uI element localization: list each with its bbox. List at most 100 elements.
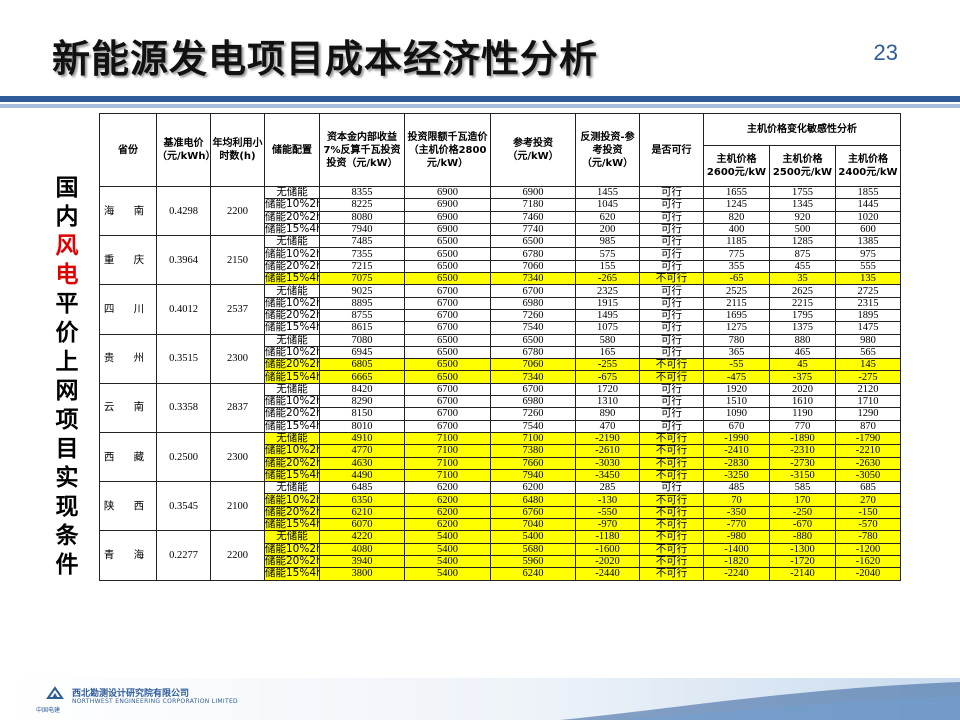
value-cell: 820 (703, 210, 770, 224)
feasible-cell: 不可行 (639, 542, 704, 556)
value-cell: 6900 (404, 210, 491, 224)
storage-cell: 储能15%4h (264, 419, 320, 433)
feasible-cell: 可行 (639, 296, 704, 310)
value-cell: -375 (769, 370, 836, 384)
analysis-table: 省份 基准电价（元/kWh） 年均利用小时数(h) 储能配置 资本金内部收益7%… (99, 113, 901, 581)
value-cell: 7215 (319, 259, 405, 274)
col-ref-invest: 参考投资（元/kW） (490, 113, 576, 187)
storage-cell: 储能20%2h (264, 210, 320, 224)
value-cell: 1445 (835, 198, 901, 212)
value-cell: 1755 (769, 185, 836, 200)
table-row: 储能15%4h 4490 7100 7940 -3450 不可行 -3250 -3150 -30… (100, 468, 901, 483)
value-cell: 670 (703, 419, 770, 433)
value-cell: 8755 (319, 308, 405, 323)
feasible-cell: 可行 (639, 185, 704, 200)
table-row: 储能20%2h 3940 5400 5960 -2020 不可行 -1820 -1720 -16… (100, 554, 901, 569)
value-cell: 355 (703, 259, 770, 274)
value-cell: 6700 (404, 284, 491, 298)
price-cell: 0.3545 (156, 481, 211, 532)
col-storage: 储能配置 (264, 113, 320, 187)
feasible-cell: 可行 (639, 284, 704, 298)
value-cell: 1285 (769, 235, 836, 249)
province-cell: 贵 州 (99, 333, 157, 384)
storage-cell: 储能15%4h (264, 468, 320, 483)
value-cell: 1375 (769, 321, 836, 335)
value-cell: 170 (769, 493, 836, 507)
value-cell: 1475 (835, 321, 901, 335)
value-cell: -570 (835, 518, 901, 532)
value-cell: -3150 (769, 468, 836, 483)
hours-cell: 2837 (210, 382, 265, 433)
value-cell: 6500 (404, 235, 491, 249)
storage-cell: 无储能 (264, 235, 320, 249)
feasible-cell: 不可行 (639, 370, 704, 384)
storage-cell: 无储能 (264, 431, 320, 446)
feasible-cell: 可行 (639, 247, 704, 261)
hours-cell: 2100 (210, 481, 265, 532)
table-row: 西 藏 0.2500 2300 无储能 4910 7100 7100 -2190 不可行 -199… (99, 431, 901, 483)
value-cell: 155 (575, 259, 640, 274)
value-cell: 8895 (319, 296, 405, 310)
value-cell: -1990 (703, 431, 770, 446)
table-row: 重 庆 0.3964 2150 无储能 7485 6500 6500 985 可行 1185 128… (99, 235, 901, 286)
value-cell: 9025 (319, 284, 405, 298)
value-cell: 6980 (490, 395, 576, 409)
value-cell: 6500 (490, 235, 576, 249)
feasible-cell: 不可行 (639, 493, 704, 507)
value-cell: -970 (575, 518, 640, 532)
value-cell: -2610 (575, 444, 640, 458)
value-cell: 6700 (404, 395, 491, 409)
value-cell: 5400 (490, 530, 576, 544)
value-cell: -880 (769, 530, 836, 544)
value-cell: -1400 (703, 542, 770, 556)
value-cell: 485 (703, 481, 770, 495)
value-cell: 1090 (703, 407, 770, 421)
storage-cell: 储能10%2h (264, 493, 320, 507)
value-cell: 8290 (319, 395, 405, 409)
value-cell: 6700 (490, 382, 576, 397)
value-cell: 7100 (404, 444, 491, 458)
value-cell: -255 (575, 358, 640, 372)
value-cell: 880 (769, 333, 836, 347)
storage-cell: 储能20%2h (264, 358, 320, 372)
value-cell: 1345 (769, 198, 836, 212)
side-title-char: 国 (55, 175, 79, 201)
hours-cell: 2300 (210, 333, 265, 384)
value-cell: 7100 (404, 431, 491, 446)
value-cell: 2215 (769, 296, 836, 310)
province-cell: 陕 西 (99, 481, 157, 532)
storage-cell: 无储能 (264, 530, 320, 544)
value-cell: -2240 (703, 567, 770, 581)
value-cell: 400 (703, 222, 770, 237)
value-cell: 70 (703, 493, 770, 507)
value-cell: -55 (703, 358, 770, 372)
value-cell: 7540 (490, 321, 576, 335)
value-cell: 5400 (404, 554, 491, 569)
storage-cell: 储能15%4h (264, 222, 320, 237)
value-cell: 6900 (404, 185, 491, 200)
value-cell: 3940 (319, 554, 405, 569)
value-cell: 7180 (490, 198, 576, 212)
province-cell: 海 南 (99, 185, 157, 237)
value-cell: -1890 (769, 431, 836, 446)
value-cell: 7340 (490, 272, 576, 286)
feasible-cell: 可行 (639, 321, 704, 335)
storage-cell: 储能15%4h (264, 370, 320, 384)
table-row: 储能10%2h 8895 6700 6980 1915 可行 2115 2215 2315 (100, 296, 901, 310)
value-cell: 7940 (490, 468, 576, 483)
value-cell: 1075 (575, 321, 640, 335)
hours-cell: 2200 (210, 185, 265, 237)
value-cell: 8010 (319, 419, 405, 433)
value-cell: -3050 (835, 468, 901, 483)
storage-cell: 储能10%2h (264, 198, 320, 212)
value-cell: 780 (703, 333, 770, 347)
value-cell: -2140 (769, 567, 836, 581)
company-logo-icon (46, 686, 64, 699)
value-cell: -1200 (835, 542, 901, 556)
value-cell: 1895 (835, 308, 901, 323)
value-cell: 6210 (319, 505, 405, 520)
value-cell: -3030 (575, 456, 640, 470)
value-cell: 6700 (490, 284, 576, 298)
feasible-cell: 不可行 (639, 358, 704, 372)
value-cell: 1720 (575, 382, 640, 397)
